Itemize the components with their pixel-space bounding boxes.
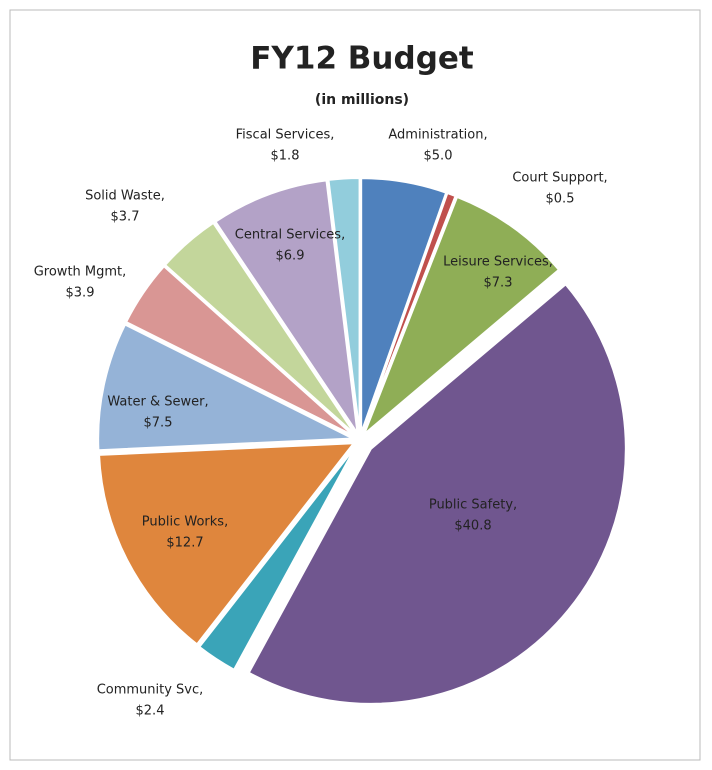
slice-label: Court Support, (512, 171, 607, 186)
pie-slice (363, 195, 561, 436)
slice-label: Community Svc, (97, 683, 204, 698)
chart-title: FY12 Budget (250, 41, 474, 77)
pie-slice (98, 442, 356, 646)
slice-value-label: $3.7 (111, 210, 140, 225)
pie-slice (214, 179, 359, 434)
slice-label: Administration, (388, 128, 487, 143)
slice-value-label: $2.4 (136, 704, 165, 719)
slice-value-label: $1.8 (271, 149, 300, 164)
pie-slice (247, 282, 627, 705)
pie-slice (97, 323, 358, 452)
slice-label: Public Safety, (429, 498, 517, 513)
slice-value-label: $7.3 (484, 276, 513, 291)
pie-slice (361, 191, 457, 434)
slice-value-label: $40.8 (454, 519, 491, 534)
pie-slice (124, 264, 355, 437)
slice-value-label: $6.9 (276, 249, 305, 264)
pie-slice (197, 445, 358, 672)
slice-label: Growth Mgmt, (34, 265, 127, 280)
pie-slice (360, 177, 448, 434)
slice-value-label: $0.5 (546, 192, 575, 207)
slice-value-label: $3.9 (66, 286, 95, 301)
slice-label: Water & Sewer, (107, 395, 208, 410)
slice-label: Fiscal Services, (236, 128, 335, 143)
slice-label: Central Services, (235, 228, 345, 243)
slice-value-label: $5.0 (424, 149, 453, 164)
slice-label: Leisure Services, (443, 255, 553, 270)
slice-label: Solid Waste, (85, 189, 165, 204)
slice-value-label: $7.5 (144, 416, 173, 431)
slice-value-label: $12.7 (166, 536, 203, 551)
pie-slice (327, 177, 361, 434)
chart-subtitle: (in millions) (315, 92, 409, 108)
pie-slice (163, 221, 357, 436)
slice-label: Public Works, (142, 515, 228, 530)
